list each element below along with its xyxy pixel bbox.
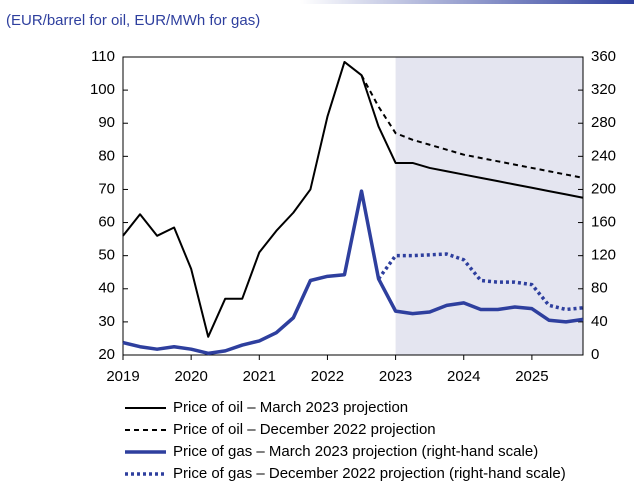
- y-tick-label: 60: [98, 214, 115, 231]
- plot-frame: [122, 56, 584, 356]
- y2-tick-label: 360: [591, 48, 616, 65]
- series-line: [122, 189, 584, 356]
- legend-label: Price of oil – December 2022 projection: [173, 421, 436, 438]
- y-tick-label: 30: [98, 313, 115, 330]
- y2-tick-label: 200: [591, 180, 616, 197]
- x-tick-label: 2023: [379, 368, 412, 385]
- y-tick-label: 80: [98, 147, 115, 164]
- y-tick-label: 90: [98, 114, 115, 131]
- y-tick-label: 70: [98, 180, 115, 197]
- y2-tick-label: 80: [591, 280, 608, 297]
- series-line: [360, 74, 584, 179]
- top-bar: [300, 0, 634, 4]
- y2-tick-label: 320: [591, 81, 616, 98]
- y-tick-label: 100: [90, 81, 115, 98]
- legend-label: Price of gas – March 2023 projection (ri…: [173, 443, 538, 460]
- x-tick-label: 2020: [174, 368, 207, 385]
- y2-tick-label: 0: [591, 346, 599, 363]
- y2-tick-label: 240: [591, 147, 616, 164]
- x-tick-label: 2024: [447, 368, 480, 385]
- x-tick-label: 2019: [106, 368, 139, 385]
- x-tick-label: 2025: [515, 368, 548, 385]
- y2-tick-label: 160: [591, 214, 616, 231]
- y2-tick-label: 280: [591, 114, 616, 131]
- x-tick-label: 2021: [243, 368, 276, 385]
- y-tick-label: 110: [91, 48, 115, 65]
- subtitle: (EUR/barrel for oil, EUR/MWh for gas): [6, 12, 260, 29]
- y-tick-label: 50: [98, 247, 115, 264]
- y2-tick-label: 40: [591, 313, 608, 330]
- x-tick-label: 2022: [311, 368, 344, 385]
- legend-label: Price of oil – March 2023 projection: [173, 399, 408, 416]
- y-tick-label: 20: [98, 346, 115, 363]
- y2-tick-label: 120: [591, 247, 616, 264]
- legend-label: Price of gas – December 2022 projection …: [173, 465, 566, 482]
- y-tick-label: 40: [98, 280, 115, 297]
- series-line: [122, 60, 584, 338]
